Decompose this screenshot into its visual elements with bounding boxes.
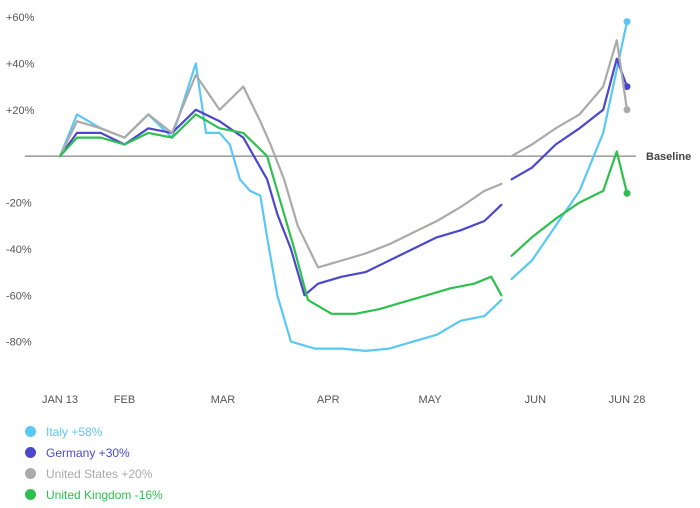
series-line <box>58 57 629 297</box>
y-axis: +60% +40% +20% -20% -40% -60% -80% <box>6 12 35 349</box>
baseline-group: Baseline <box>25 151 691 163</box>
series-line <box>58 20 629 352</box>
series-line <box>58 113 629 315</box>
legend-item[interactable]: Germany +30% <box>25 442 163 463</box>
y-tick-label: +20% <box>6 105 35 117</box>
line-chart: +60% +40% +20% -20% -40% -60% -80% JAN 13 FEB MA… <box>6 12 691 406</box>
legend-swatch <box>25 426 36 437</box>
y-tick-label: -40% <box>6 244 32 256</box>
y-tick-label: -80% <box>6 337 32 349</box>
legend-swatch <box>25 468 36 479</box>
x-tick-label: FEB <box>114 394 135 406</box>
series-end-point <box>623 189 631 197</box>
x-tick-label: JAN 13 <box>42 394 78 406</box>
series-group <box>58 18 631 352</box>
x-tick-label: MAY <box>419 394 443 406</box>
series-end-point <box>623 18 631 26</box>
legend-label: Italy +58% <box>46 424 103 439</box>
y-tick-label: -20% <box>6 198 32 210</box>
y-tick-label: +40% <box>6 58 35 70</box>
legend-item[interactable]: Italy +58% <box>25 421 163 442</box>
series-line <box>58 39 629 269</box>
baseline-label: Baseline <box>646 151 691 163</box>
legend-label: Germany +30% <box>46 445 130 460</box>
series-end-point <box>623 83 631 91</box>
x-tick-label: JUN <box>525 394 546 406</box>
legend-item[interactable]: United Kingdom -16% <box>25 484 163 505</box>
y-tick-label: +60% <box>6 12 35 24</box>
x-tick-label: MAR <box>211 394 236 406</box>
legend-swatch <box>25 489 36 500</box>
y-tick-label: -60% <box>6 290 32 302</box>
legend-label: United Kingdom -16% <box>46 487 163 502</box>
legend: Italy +58% Germany +30% United States +20%… <box>25 421 163 505</box>
x-tick-label: JUN 28 <box>609 394 646 406</box>
legend-swatch <box>25 447 36 458</box>
legend-item[interactable]: United States +20% <box>25 463 163 484</box>
series-end-point <box>623 106 631 114</box>
legend-label: United States +20% <box>46 466 153 481</box>
x-axis: JAN 13 FEB MAR APR MAY JUN JUN 28 <box>42 394 645 406</box>
x-tick-label: APR <box>317 394 340 406</box>
